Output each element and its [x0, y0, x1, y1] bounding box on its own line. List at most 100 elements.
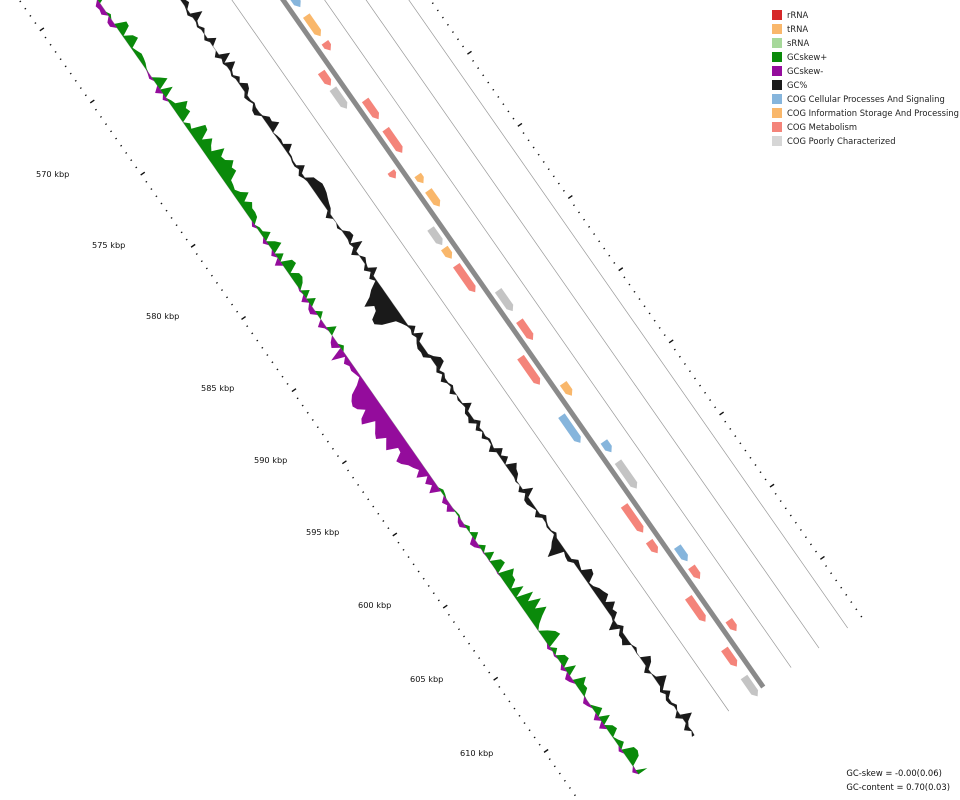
kbp-tick — [563, 779, 566, 782]
cog-feature-arrow — [600, 439, 612, 453]
legend-item-trna: tRNA — [772, 22, 959, 36]
legend-swatch — [772, 122, 782, 132]
kbp-label-585: 585 kbp — [201, 383, 234, 393]
kbp-label-600: 600 kbp — [358, 600, 391, 610]
kbp-tick — [523, 722, 526, 724]
outer-tick — [704, 391, 707, 394]
cog-feature-arrow — [559, 381, 573, 396]
outer-tick — [446, 23, 449, 26]
outer-tick — [658, 326, 661, 329]
kbp-tick — [145, 180, 148, 183]
cog-feature-arrow — [674, 544, 688, 562]
kbp-tick — [215, 281, 218, 284]
kbp-tick — [256, 339, 259, 342]
kbp-tick — [281, 375, 284, 378]
cog-feature-arrow — [321, 40, 331, 51]
outer-tick — [840, 586, 843, 589]
outer-tick — [522, 132, 525, 135]
kbp-tick — [84, 94, 87, 97]
kbp-tick — [271, 361, 274, 364]
outer-tick — [673, 348, 676, 351]
kbp-tick-track — [19, 0, 576, 797]
kbp-tick — [311, 419, 314, 421]
outer-tick — [451, 31, 454, 33]
kbp-label-575: 575 kbp — [92, 240, 125, 250]
kbp-tick — [190, 243, 196, 248]
outer-tick — [472, 59, 475, 62]
kbp-tick — [180, 231, 183, 234]
kbp-tick — [291, 388, 297, 393]
kbp-tick — [402, 548, 405, 551]
cog-feature-track — [290, 0, 758, 697]
ring-line — [231, 0, 730, 712]
kbp-tick — [306, 411, 309, 414]
kbp-tick — [64, 65, 67, 68]
outer-tick — [724, 420, 727, 423]
outer-tick — [789, 514, 792, 517]
kbp-tick — [185, 238, 188, 241]
kbp-tick — [155, 195, 158, 198]
gc-skew-stat: GC-skew = -0.00(0.06) — [846, 768, 942, 778]
kbp-tick — [89, 99, 95, 104]
kbp-tick — [493, 676, 499, 681]
kbp-tick — [69, 72, 72, 75]
legend-item-gcskew-pos: GCskew+ — [772, 50, 959, 64]
legend-label: sRNA — [787, 38, 810, 48]
legend-swatch — [772, 52, 782, 62]
kbp-tick — [321, 433, 324, 436]
kbp-tick — [34, 22, 37, 25]
outer-tick — [653, 319, 656, 322]
outer-tick — [507, 110, 510, 113]
kbp-tick — [518, 714, 521, 717]
outer-tick — [663, 334, 666, 337]
kbp-tick — [130, 159, 133, 162]
kbp-tick — [54, 51, 57, 53]
gc-skew-positive — [97, 0, 648, 775]
outer-tick — [638, 298, 641, 300]
kbp-tick — [99, 115, 102, 118]
outer-tick — [497, 96, 500, 98]
cog-feature-arrow — [620, 503, 644, 533]
kbp-tick — [483, 664, 486, 667]
cog-feature-arrow — [685, 595, 706, 622]
legend-swatch — [772, 38, 782, 48]
outer-tick — [734, 435, 737, 438]
kbp-tick — [220, 289, 223, 292]
kbp-tick — [301, 404, 304, 407]
outer-tick — [825, 565, 828, 567]
kbp-tick — [175, 224, 178, 227]
cog-feature-arrow — [290, 0, 301, 8]
gc-content-positive — [180, 0, 695, 736]
outer-tick — [759, 471, 762, 474]
kbp-tick — [120, 144, 123, 147]
outer-tick — [618, 267, 624, 272]
outer-tick — [830, 572, 833, 575]
cog-feature-arrow — [517, 354, 541, 385]
outer-tick — [462, 45, 465, 48]
kbp-tick — [417, 570, 420, 573]
kbp-tick — [251, 332, 254, 335]
outer-tick — [835, 579, 838, 582]
kbp-tick — [357, 483, 360, 486]
kbp-tick — [452, 621, 455, 623]
cog-feature-arrow — [387, 169, 397, 179]
kbp-tick — [286, 382, 289, 385]
cog-feature-arrow — [645, 538, 658, 554]
outer-tick — [764, 478, 767, 481]
outer-tick — [678, 355, 681, 358]
kbp-tick — [558, 772, 561, 775]
kbp-tick — [205, 267, 208, 270]
cog-feature-arrow — [441, 245, 453, 259]
kbp-tick — [553, 765, 556, 768]
legend-label: COG Cellular Processes And Signaling — [787, 94, 945, 104]
outer-tick — [517, 122, 523, 127]
kbp-tick — [548, 758, 551, 761]
outer-tick — [729, 427, 732, 430]
outer-tick — [608, 254, 611, 257]
kbp-tick — [49, 43, 52, 46]
kbp-tick — [195, 253, 198, 255]
legend-item-cog-poorly: COG Poorly Characterized — [772, 134, 959, 148]
kbp-tick — [463, 635, 466, 638]
kbp-tick — [226, 296, 229, 299]
ring-line — [408, 0, 848, 629]
